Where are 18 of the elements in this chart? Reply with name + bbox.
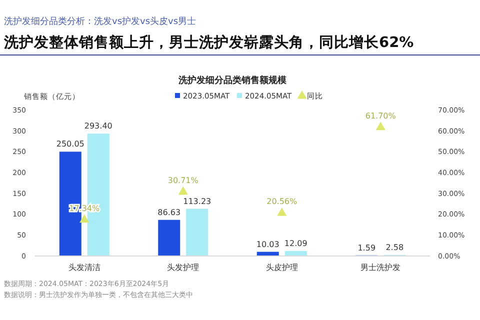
x-tick-label: 头皮护理 bbox=[266, 263, 298, 272]
x-tick-label: 头发清洁 bbox=[68, 263, 100, 272]
data-label: 30.71% bbox=[168, 176, 199, 185]
data-label: 12.09 bbox=[284, 238, 308, 248]
data-label: 293.40 bbox=[84, 122, 112, 131]
x-tick-label: 男士洗护发 bbox=[360, 263, 401, 272]
data-label: 10.03 bbox=[256, 240, 280, 249]
text: 洗护发细分品类分析：洗发vs护发vs头皮vs男士 bbox=[4, 16, 196, 27]
chart-title: 洗护发整体销售额上升，男士洗护发崭露头角，同比增长62% bbox=[3, 33, 414, 51]
data-label: 250.05 bbox=[56, 140, 84, 149]
data-label: 1.59 bbox=[358, 243, 376, 252]
data-label: 86.63 bbox=[158, 208, 181, 217]
data-label: 61.70% bbox=[365, 111, 396, 120]
x-tick-label: 头发护理 bbox=[167, 263, 200, 272]
data-label: 113.23 bbox=[183, 196, 212, 206]
data-label: 20.56% bbox=[266, 197, 298, 206]
chart-subtitle: 洗护发细分品类销售额规模 bbox=[178, 75, 288, 86]
data-label: 2.58 bbox=[386, 242, 404, 252]
